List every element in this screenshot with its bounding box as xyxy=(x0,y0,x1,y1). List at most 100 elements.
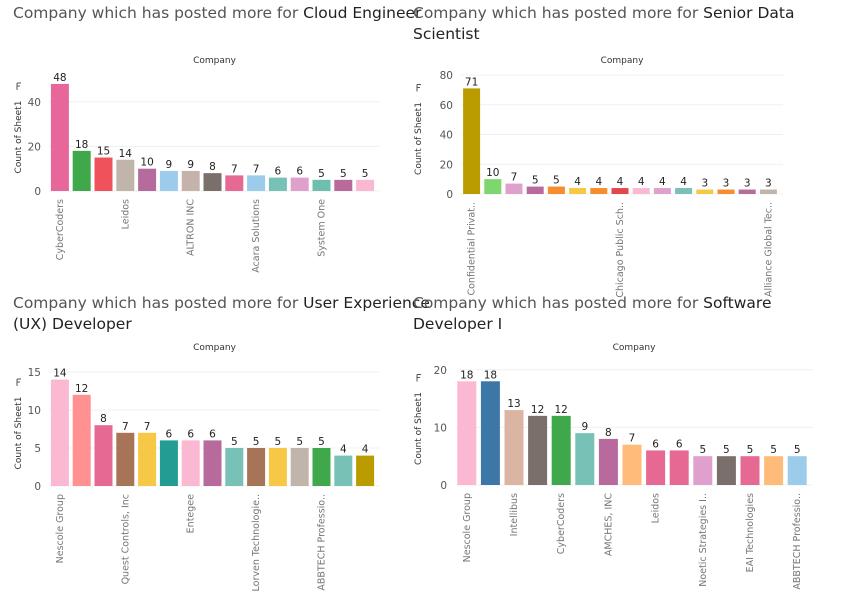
data-label: 5 xyxy=(340,168,347,180)
chart-title-role: User Experience (UX) Developer xyxy=(13,294,430,333)
sort-icon[interactable] xyxy=(16,378,21,386)
data-label: 15 xyxy=(97,146,110,158)
data-label: 5 xyxy=(253,436,260,448)
bar[interactable] xyxy=(116,159,135,191)
bar[interactable] xyxy=(334,179,353,191)
bar[interactable] xyxy=(653,188,671,194)
data-label: 14 xyxy=(119,148,133,160)
bar[interactable] xyxy=(247,175,266,191)
bar[interactable] xyxy=(759,189,777,194)
y-tick-label: 0 xyxy=(34,481,41,493)
bar[interactable] xyxy=(717,189,735,194)
data-label: 12 xyxy=(555,404,568,416)
bar[interactable] xyxy=(72,394,91,486)
bar[interactable] xyxy=(181,170,200,191)
bar[interactable] xyxy=(632,188,650,194)
bar[interactable] xyxy=(484,179,502,194)
bar[interactable] xyxy=(590,188,608,194)
bar[interactable] xyxy=(334,455,353,486)
bar[interactable] xyxy=(138,168,157,191)
chart-title-role: Senior Data Scientist xyxy=(413,4,795,43)
bar[interactable] xyxy=(669,450,689,485)
data-label: 18 xyxy=(460,369,473,381)
bar[interactable] xyxy=(356,455,375,486)
bar[interactable] xyxy=(740,456,760,485)
bar[interactable] xyxy=(463,88,481,194)
bar[interactable] xyxy=(159,440,178,486)
bar[interactable] xyxy=(50,83,69,191)
data-label: 4 xyxy=(574,176,581,188)
data-label: 5 xyxy=(794,444,801,456)
chart-title-role: Cloud Engineer xyxy=(303,4,422,22)
bar[interactable] xyxy=(356,179,375,191)
bar[interactable] xyxy=(738,189,756,194)
x-category-label: Confidential Privat.. xyxy=(467,202,478,296)
bar-chart: Company 0 20 40 60 80 Count of Sheet1 71 10 7 5 5 4 4… xyxy=(414,56,783,298)
bar[interactable] xyxy=(50,379,69,486)
bar[interactable] xyxy=(312,448,331,486)
data-label: 3 xyxy=(765,178,772,190)
bar[interactable] xyxy=(457,381,477,485)
bar[interactable] xyxy=(504,410,524,485)
bar[interactable] xyxy=(528,415,548,485)
bar[interactable] xyxy=(480,381,500,485)
bar[interactable] xyxy=(505,183,523,194)
x-category-label: ALTRON INC xyxy=(186,199,197,256)
sort-icon[interactable] xyxy=(416,84,421,92)
y-axis-label: Count of Sheet1 xyxy=(414,102,424,175)
y-axis-label: Count of Sheet1 xyxy=(14,101,24,174)
y-tick-label: 5 xyxy=(34,443,41,455)
y-tick-label: 20 xyxy=(28,141,41,153)
bar[interactable] xyxy=(94,425,113,486)
bar[interactable] xyxy=(569,188,587,194)
bar[interactable] xyxy=(247,448,266,486)
x-category-label: Nescole Group xyxy=(55,494,66,563)
bar[interactable] xyxy=(547,186,565,194)
bar[interactable] xyxy=(622,444,642,485)
bar[interactable] xyxy=(716,456,736,485)
bar[interactable] xyxy=(116,432,135,486)
data-label: 9 xyxy=(187,159,194,171)
bar[interactable] xyxy=(94,157,113,191)
bar[interactable] xyxy=(290,177,309,191)
data-label: 6 xyxy=(187,428,194,440)
y-tick-label: 10 xyxy=(28,405,41,417)
bar[interactable] xyxy=(203,173,222,191)
bar[interactable] xyxy=(787,456,807,485)
sort-icon[interactable] xyxy=(16,82,21,90)
bar[interactable] xyxy=(72,150,91,191)
bar[interactable] xyxy=(181,440,200,486)
bar[interactable] xyxy=(225,175,244,191)
x-category-label: Lorven Technologie.. xyxy=(251,494,262,591)
bar[interactable] xyxy=(611,188,629,194)
bar[interactable] xyxy=(598,438,618,485)
y-tick-label: 40 xyxy=(28,97,41,109)
data-label: 18 xyxy=(484,369,497,381)
bar[interactable] xyxy=(575,433,595,485)
data-label: 7 xyxy=(144,421,151,433)
x-category-label: System One xyxy=(317,199,328,257)
data-label: 5 xyxy=(553,175,560,187)
bar[interactable] xyxy=(646,450,666,485)
bar[interactable] xyxy=(290,448,309,486)
x-category-label: Leidos xyxy=(651,493,662,523)
x-category-label: Leidos xyxy=(120,199,131,229)
data-label: 5 xyxy=(723,444,730,456)
data-label: 4 xyxy=(617,176,624,188)
bar[interactable] xyxy=(693,456,713,485)
bar[interactable] xyxy=(526,186,544,194)
data-label: 7 xyxy=(231,163,238,175)
bar[interactable] xyxy=(159,170,178,191)
bar[interactable] xyxy=(268,177,287,191)
bar[interactable] xyxy=(225,448,244,486)
bar[interactable] xyxy=(203,440,222,486)
sort-icon[interactable] xyxy=(416,374,421,382)
bar[interactable] xyxy=(268,448,287,486)
bar[interactable] xyxy=(696,189,714,194)
bar-chart: Company 0 20 40 Count of Sheet1 48 18 15 14 10 9 9 8… xyxy=(14,56,380,273)
bar[interactable] xyxy=(138,432,157,486)
bar[interactable] xyxy=(675,188,693,194)
bar[interactable] xyxy=(312,179,331,191)
bar[interactable] xyxy=(551,415,571,485)
bar[interactable] xyxy=(764,456,784,485)
